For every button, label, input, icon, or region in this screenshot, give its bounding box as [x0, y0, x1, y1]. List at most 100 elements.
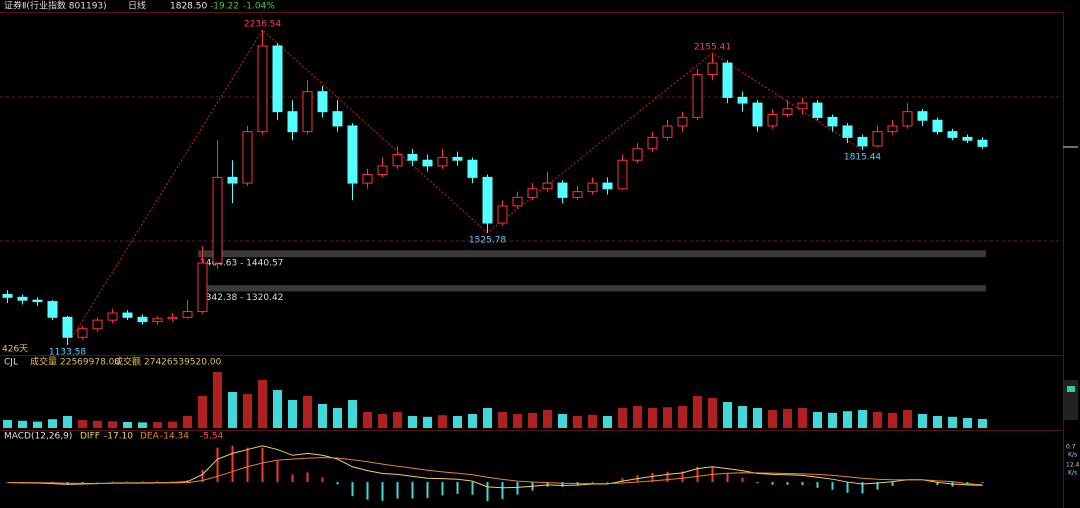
volume-bar	[63, 416, 72, 428]
volume-bar	[33, 421, 42, 428]
macd-bar	[546, 482, 549, 487]
candle-body	[152, 318, 163, 323]
dea-name: DEA	[140, 432, 160, 442]
volume-bar	[378, 414, 387, 428]
zone-label: 1464.63 - 1440.57	[200, 259, 283, 269]
macd-bar	[621, 478, 624, 483]
macd-bar	[81, 482, 84, 484]
macd-bar	[336, 482, 339, 485]
macd-bar	[726, 472, 729, 483]
volume-bar	[48, 419, 57, 428]
trough-label: 1133.58	[49, 347, 86, 357]
candle-body	[617, 159, 628, 190]
candle-body	[47, 301, 58, 318]
macd-bar	[981, 482, 984, 484]
macd-bar	[321, 477, 324, 483]
volume-bar	[303, 396, 312, 428]
candle-body	[872, 131, 883, 147]
macd-bar	[876, 482, 879, 490]
period[interactable]: 日线	[128, 0, 146, 12]
volume-bar	[363, 412, 372, 428]
volume-bar	[888, 412, 897, 428]
volume-bar	[693, 396, 702, 428]
volume-bar	[573, 416, 582, 428]
macd-bar	[471, 482, 474, 495]
macd-value: -5.54	[200, 432, 224, 442]
volume-bar	[918, 414, 927, 428]
price-zone	[198, 250, 986, 258]
diff-value: -17.10	[104, 432, 133, 442]
zone-label: 1342.38 - 1320.42	[200, 293, 283, 303]
candle-body	[887, 125, 898, 133]
macd-bar	[786, 482, 789, 485]
macd-bar	[681, 471, 684, 483]
trough-label: 1815.44	[844, 153, 881, 163]
candle-body	[392, 154, 403, 167]
volume-bar	[228, 392, 237, 428]
volume-bar	[978, 418, 987, 428]
volume-bar	[858, 410, 867, 428]
candle-body	[332, 111, 343, 127]
macd-bar	[936, 482, 939, 486]
volume-bar	[93, 420, 102, 428]
candle-body	[452, 156, 463, 161]
macd-bar	[801, 482, 804, 486]
dea-value: -14.34	[160, 432, 189, 442]
volume-bar	[813, 412, 822, 428]
indicator-name[interactable]: MACD(12,26,9)	[4, 432, 72, 442]
volume-bar	[153, 422, 162, 428]
candle-body	[752, 102, 763, 127]
candle-body	[137, 316, 148, 323]
candle-body	[797, 102, 808, 110]
macd-bar	[411, 482, 414, 499]
candle-body	[947, 131, 958, 138]
volume-bar	[408, 416, 417, 428]
macd-bar	[441, 482, 444, 496]
change-pct: -1.04%	[243, 2, 275, 12]
volume-bar	[168, 421, 177, 428]
candle-body	[167, 316, 178, 320]
macd-bar	[396, 482, 399, 499]
candle-body	[17, 296, 28, 301]
candle-body	[542, 182, 553, 190]
peak-label: 2236.54	[244, 19, 281, 29]
volume-bar	[618, 408, 627, 428]
candle-body	[497, 205, 508, 224]
security-name: 证券Ⅱ(行业指数 801193)	[4, 0, 107, 12]
macd-bar	[366, 482, 369, 500]
candle-body	[182, 311, 193, 318]
macd-bar	[381, 482, 384, 501]
macd-bar	[111, 481, 114, 483]
volume-bar	[723, 402, 732, 428]
macd-bar	[561, 482, 564, 487]
macd-bar	[591, 482, 594, 483]
candle-body	[782, 108, 793, 116]
volume-bar	[633, 406, 642, 428]
peak-label: 2155.41	[694, 43, 731, 53]
macd-bar	[666, 471, 669, 483]
side-icon	[1067, 386, 1075, 392]
candle-body	[692, 74, 703, 118]
macd-bar	[891, 482, 894, 486]
candle-body	[122, 312, 133, 318]
candle-body	[362, 174, 373, 184]
volume-bar	[423, 416, 432, 428]
macd-bar	[141, 481, 144, 483]
macd-bar	[261, 447, 264, 483]
upload-speed: 0.7	[1066, 444, 1076, 451]
macd-bar	[831, 482, 834, 490]
macd-bar	[231, 445, 234, 483]
candle-body	[902, 111, 913, 127]
volume-bar	[258, 380, 267, 428]
candle-body	[647, 136, 658, 150]
macd-bar	[771, 482, 774, 485]
macd-bar	[426, 482, 429, 499]
candle-body	[242, 131, 253, 184]
volume-bar	[108, 421, 117, 428]
macd-bar	[696, 466, 699, 483]
candle-body	[527, 188, 538, 198]
volume-bar	[243, 394, 252, 428]
indicator-name[interactable]: CJL	[4, 358, 18, 368]
download-speed: 12.4	[1066, 462, 1080, 469]
